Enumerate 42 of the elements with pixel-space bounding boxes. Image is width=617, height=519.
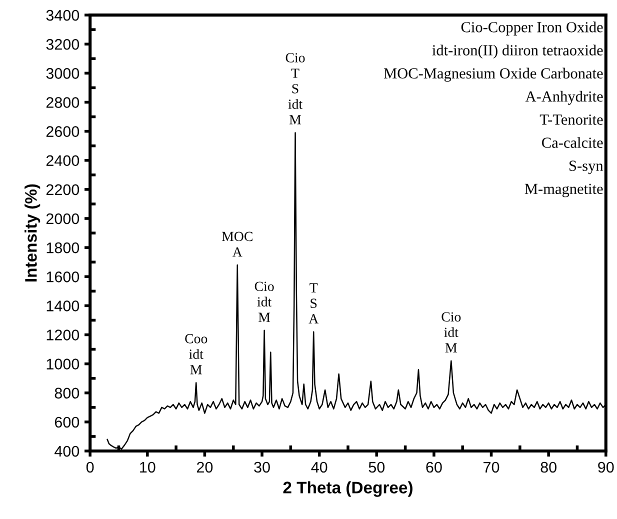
x-tick-label: 0 [86, 462, 94, 473]
annotation: idt-iron(II) diiron tetraoxide [432, 44, 603, 59]
annotation: S-syn [570, 160, 604, 174]
annotation: Cio idt M [442, 312, 461, 352]
annotation: Cio-Copper Iron Oxide [461, 22, 603, 36]
annotation: MOC A [222, 232, 252, 256]
y-tick-label: 1000 [46, 358, 80, 370]
y-tick-label: 1600 [46, 271, 80, 282]
y-tick-label: 800 [54, 388, 80, 399]
annotation: MOC-Magnesium Oxide Carbonate [384, 68, 603, 82]
y-tick-label: 2200 [46, 184, 80, 196]
annotation: M-magnetite [524, 184, 603, 198]
y-tick-label: 2800 [46, 97, 80, 108]
annotation: A-Anhydrite [525, 90, 603, 105]
y-tick-label: 600 [54, 416, 80, 428]
y-tick-label: 3000 [46, 68, 80, 79]
y-tick-label: 1400 [46, 300, 80, 312]
y-tick-label: 1800 [46, 242, 80, 254]
x-tick-label: 80 [540, 462, 556, 473]
y-tick-label: 3200 [46, 38, 80, 50]
annotation: Ca-calcite [542, 137, 603, 148]
y-tick-label: 2600 [46, 126, 80, 137]
annotation: T S A [308, 283, 319, 324]
y-tick-label: 400 [54, 446, 80, 457]
x-tick-label: 30 [254, 462, 270, 473]
y-tick-label: 2400 [46, 155, 80, 166]
y-tick-label: 1200 [46, 330, 80, 340]
x-tick-label: 10 [140, 462, 156, 473]
x-tick-label: 40 [311, 462, 328, 473]
x-tick-label: 90 [598, 462, 614, 473]
x-tick-label: 70 [484, 462, 500, 473]
y-tick-label: 2000 [46, 213, 80, 224]
x-tick-label: 50 [368, 462, 385, 473]
y-axis-title: Intensity (%) [24, 184, 40, 282]
annotation: Cio idt M [254, 282, 274, 322]
annotation: Coo idt M [185, 334, 208, 374]
annotation: T-Tenorite [540, 114, 603, 125]
y-tick-label: 3400 [46, 10, 80, 21]
annotation: Cio T S idt M [286, 53, 305, 124]
x-axis-title: 2 Theta (Degree) [283, 481, 412, 497]
x-tick-label: 60 [426, 462, 442, 473]
x-tick-label: 20 [196, 462, 213, 473]
